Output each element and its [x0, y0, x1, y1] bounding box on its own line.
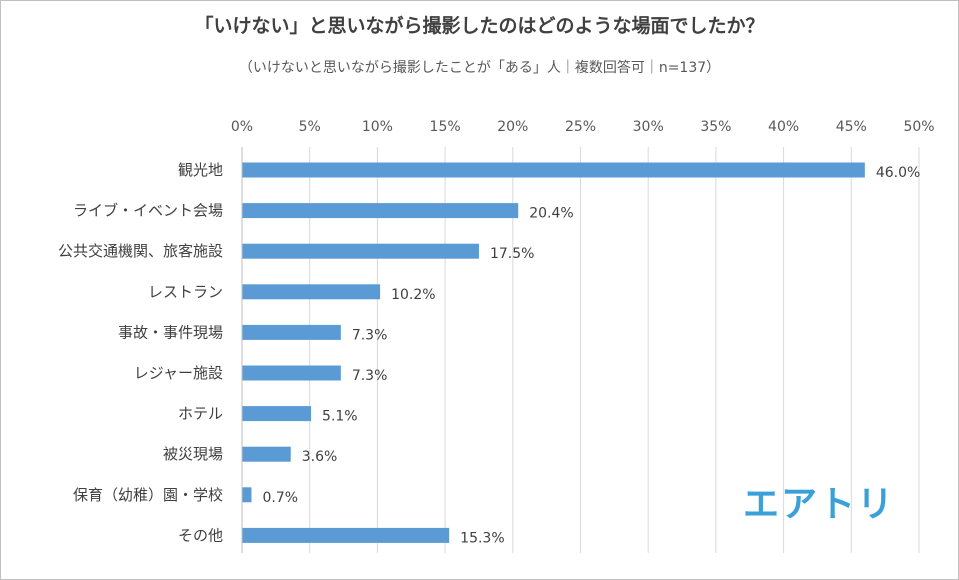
category-label: 観光地	[178, 161, 223, 179]
airtrip-logo: エアトリ	[743, 484, 896, 525]
x-tick-label: 35%	[700, 119, 731, 135]
category-label: ライブ・イベント会場	[73, 202, 223, 220]
category-label: 保育（幼稚）園・学校	[73, 486, 223, 504]
data-label: 46.0%	[876, 165, 920, 181]
data-label: 3.6%	[302, 449, 338, 465]
data-label: 0.7%	[262, 490, 298, 506]
bar	[242, 284, 381, 300]
bar	[242, 162, 865, 178]
data-label: 15.3%	[460, 530, 504, 546]
x-tick-label: 30%	[633, 119, 664, 135]
bar	[242, 487, 252, 503]
x-tick-label: 50%	[903, 119, 934, 135]
x-tick-label: 45%	[836, 119, 867, 135]
bar	[242, 365, 341, 381]
chart-subtitle: （いけないと思いながら撮影したことが「ある」人｜複数回答可｜n=137）	[238, 60, 721, 76]
bar	[242, 203, 519, 219]
data-label: 17.5%	[490, 246, 534, 262]
bar	[242, 527, 450, 543]
category-label: 被災現場	[163, 445, 223, 463]
data-label: 20.4%	[529, 206, 573, 222]
category-label: レストラン	[148, 283, 223, 301]
category-label: 事故・事件現場	[118, 323, 223, 341]
x-tick-label: 15%	[430, 119, 461, 135]
bar	[242, 446, 291, 462]
category-label: レジャー施設	[134, 364, 223, 382]
x-tick-label: 25%	[565, 119, 596, 135]
bar	[242, 324, 341, 340]
x-tick-label: 40%	[768, 119, 799, 135]
bar	[242, 406, 312, 422]
category-label: ホテル	[178, 405, 223, 423]
data-label: 7.3%	[352, 368, 388, 384]
x-tick-label: 20%	[497, 119, 528, 135]
x-tick-label: 5%	[299, 119, 321, 135]
chart-title: 「いけない」と思いながら撮影したのはどのような場面でしたか？	[194, 15, 765, 37]
data-label: 5.1%	[322, 409, 358, 425]
x-tick-label: 10%	[362, 119, 393, 135]
x-tick-label: 0%	[231, 119, 253, 135]
data-label: 7.3%	[352, 327, 388, 343]
category-label: 公共交通機関、旅客施設	[58, 242, 223, 260]
category-label: その他	[178, 526, 223, 544]
bar	[242, 243, 479, 259]
data-label: 10.2%	[391, 287, 435, 303]
